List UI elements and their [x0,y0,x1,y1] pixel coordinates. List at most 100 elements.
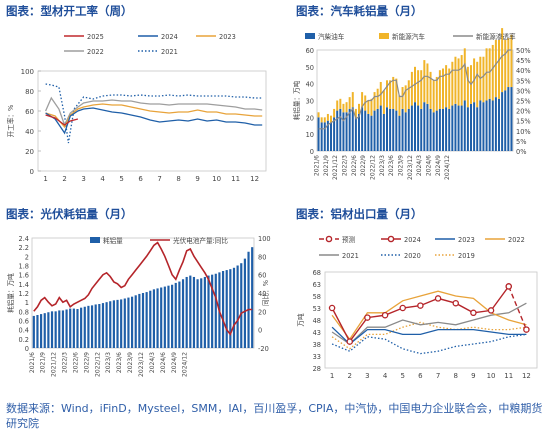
bar-耗铝量 [58,310,61,348]
bar-汽柴油车 [485,100,488,151]
series-line-2024 [331,285,510,343]
bar-汽柴油车 [361,107,364,151]
bar-汽柴油车 [457,105,460,151]
y-tick-label: 20 [306,114,314,122]
bar-汽柴油车 [507,87,510,151]
bar-汽柴油车 [333,117,336,151]
bar-新能源汽车 [342,103,345,113]
x-tick-label: 4 [100,175,105,183]
data-point-2024 [364,314,371,321]
x-tick-label: 2021/9 [323,155,330,176]
x-tick-label: 2021/6 [29,352,36,373]
bar-汽柴油车 [504,90,507,151]
bar-耗铝量 [251,247,254,348]
bar-耗铝量 [54,311,57,348]
legend-label: 2021 [161,48,178,56]
y-tick-label: 28 [313,365,321,373]
bar-新能源汽车 [482,56,485,103]
bar-汽柴油车 [342,112,345,151]
bar-汽柴油车 [339,108,342,151]
y-tick-label: 50 [306,64,314,72]
bar-汽柴油车 [466,107,469,151]
bar-耗铝量 [127,297,130,348]
y2-tick-label: -20 [258,345,269,353]
y-tick-label: 1.6 [19,272,30,280]
bar-汽柴油车 [510,87,513,151]
bar-汽柴油车 [470,103,472,151]
panel-title: 图表：型材开工率（周） [6,4,133,18]
x-tick-label: 12 [522,372,531,380]
x-tick-label: 2022/6 [351,155,358,176]
y-tick-label: 1.4 [19,281,30,289]
y-tick-label: 33 [313,353,321,361]
bar-新能源汽车 [510,34,513,88]
y-tick-label: 0.4 [19,327,30,335]
bar-汽柴油车 [407,108,410,151]
bar-耗铝量 [192,276,196,348]
data-point-2024 [452,299,459,307]
bar-新能源汽车 [401,87,404,109]
bar-耗铝量 [94,304,97,348]
bar-汽柴油车 [317,117,320,151]
bar-耗铝量 [116,299,119,348]
x-tick-label: 7 [157,175,161,183]
bar-汽柴油车 [501,92,504,151]
x-tick-label: 6 [418,372,423,380]
bar-汽柴油车 [382,113,385,151]
bar-汽柴油车 [423,102,426,151]
bar-耗铝量 [61,310,65,348]
x-tick-label: 9 [471,372,475,380]
bar-新能源汽车 [448,68,451,109]
bar-新能源汽车 [354,108,357,118]
y-tick-label: 53 [313,305,321,313]
y2-tick-label: 25% [516,98,531,106]
x-tick-label: 2023/6 [388,155,395,176]
bar-新能源汽车 [404,85,407,113]
bar-耗铝量 [83,306,86,348]
bar-新能源汽车 [494,39,497,98]
bar-汽柴油车 [379,105,382,151]
bar-耗铝量 [40,314,43,348]
bar-耗铝量 [232,267,236,348]
bar-汽柴油车 [398,115,401,151]
bar-耗铝量 [243,258,246,348]
x-tick-label: 2024/12 [444,155,451,180]
legend-label: 2019 [458,252,475,260]
data-point-2024 [399,304,406,312]
y2-tick-label: 45% [516,57,531,65]
panel-auto-aluminum: 图表：汽车耗铝量（月） 0 10 20 30 40 50 60 0% 5% 10% 15% 20% 25… [275,0,550,200]
x-tick-label: 7 [436,372,440,380]
bar-新能源汽车 [476,61,479,108]
bar-汽柴油车 [476,107,479,151]
y-tick-label: 80 [25,88,34,96]
series-line-2021 [331,302,527,345]
y-tick-label: 20 [25,148,34,156]
bar-耗铝量 [134,295,137,348]
bar-新能源汽车 [407,80,410,109]
bar-新能源汽车 [320,117,323,123]
x-tick-label: 2024/3 [149,352,156,373]
x-tick-label: 1 [330,372,334,380]
y-tick-label: 40 [25,128,34,136]
series-line-2025 [45,114,79,126]
y-tick-label: 60 [25,108,34,116]
bar-新能源汽车 [339,98,342,109]
bar-新能源汽车 [351,92,354,108]
bar-汽柴油车 [367,113,370,151]
bar-新能源汽车 [395,78,398,111]
x-tick-label: 2022/12 [370,155,377,180]
bar-新能源汽车 [382,90,385,114]
bar-汽柴油车 [386,107,388,151]
y-tick-label: 38 [313,341,321,349]
data-point-2024 [381,311,389,319]
bar-汽柴油车 [354,117,357,151]
legend-swatch [379,33,389,39]
bar-汽柴油车 [373,110,376,151]
bar-新能源汽车 [373,92,376,111]
bar-耗铝量 [211,274,214,348]
panel-title: 图表：汽车耗铝量（月） [296,4,423,18]
x-tick-label: 3 [365,372,369,380]
bar-耗铝量 [120,299,123,348]
series-line-2023 [45,103,263,129]
